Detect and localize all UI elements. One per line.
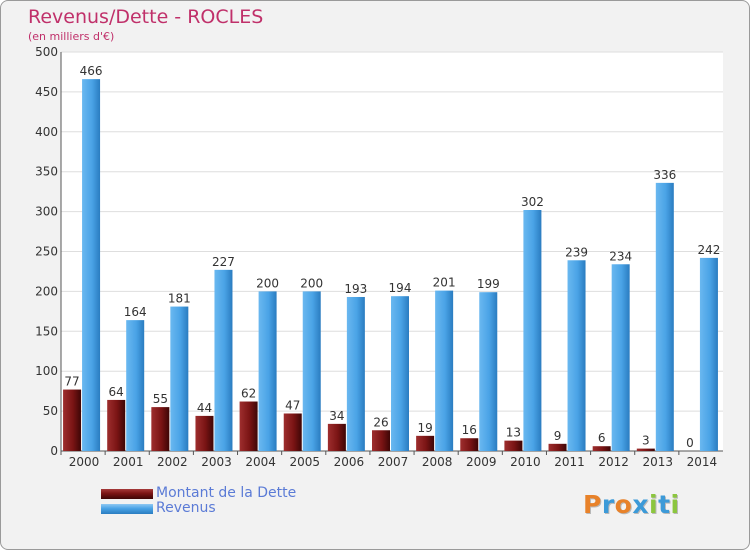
x-tick-label: 2010 bbox=[510, 455, 541, 469]
data-label-revenus: 227 bbox=[212, 255, 235, 269]
data-label-dette: 55 bbox=[153, 392, 168, 406]
data-label-dette: 34 bbox=[329, 409, 344, 423]
bar-revenus bbox=[611, 264, 630, 451]
data-label-revenus: 239 bbox=[565, 245, 588, 259]
data-label-revenus: 199 bbox=[477, 277, 500, 291]
bar-revenus bbox=[214, 269, 233, 451]
bar-dette bbox=[63, 389, 82, 451]
chart-subtitle: (en milliers d'€) bbox=[28, 30, 115, 43]
data-label-revenus: 336 bbox=[653, 168, 676, 182]
y-tick-label: 300 bbox=[35, 205, 58, 219]
data-label-revenus: 302 bbox=[521, 195, 544, 209]
data-label-dette: 9 bbox=[554, 429, 562, 443]
x-tick-label: 2014 bbox=[687, 455, 718, 469]
bar-dette bbox=[460, 438, 479, 451]
bar-revenus bbox=[479, 292, 498, 451]
x-tick-label: 2002 bbox=[157, 455, 188, 469]
bar-revenus bbox=[346, 296, 365, 451]
bar-dette bbox=[548, 443, 567, 451]
data-label-revenus: 194 bbox=[389, 281, 412, 295]
x-tick-label: 2011 bbox=[554, 455, 585, 469]
data-label-revenus: 200 bbox=[256, 276, 279, 290]
x-tick-label: 2009 bbox=[466, 455, 497, 469]
x-tick-label: 2000 bbox=[69, 455, 100, 469]
data-label-dette: 6 bbox=[598, 431, 606, 445]
bar-dette bbox=[636, 448, 655, 451]
x-tick-label: 2004 bbox=[245, 455, 276, 469]
legend-swatch-dette bbox=[101, 489, 153, 499]
data-label-revenus: 201 bbox=[433, 276, 456, 290]
y-tick-label: 200 bbox=[35, 284, 58, 298]
data-label-dette: 26 bbox=[373, 415, 388, 429]
data-label-dette: 77 bbox=[64, 375, 79, 389]
bar-revenus bbox=[655, 182, 674, 451]
data-label-revenus: 242 bbox=[697, 243, 720, 257]
bar-revenus bbox=[391, 296, 409, 451]
bar-revenus bbox=[170, 306, 189, 451]
data-label-dette: 47 bbox=[285, 398, 300, 412]
data-label-dette: 0 bbox=[686, 436, 694, 450]
bar-dette bbox=[416, 435, 435, 451]
y-tick-label: 400 bbox=[35, 125, 58, 139]
data-label-dette: 64 bbox=[109, 385, 124, 399]
bar-dette bbox=[504, 440, 523, 451]
bar-revenus bbox=[258, 291, 277, 451]
data-label-revenus: 466 bbox=[80, 64, 103, 78]
bar-revenus bbox=[699, 257, 718, 451]
bar-revenus bbox=[567, 260, 586, 451]
bar-dette bbox=[283, 413, 302, 451]
y-tick-label: 450 bbox=[35, 85, 58, 99]
bar-dette bbox=[592, 446, 611, 451]
bar-dette bbox=[195, 415, 214, 451]
x-tick-label: 2013 bbox=[643, 455, 674, 469]
chart-title: Revenus/Dette - ROCLES bbox=[28, 6, 264, 28]
bar-dette bbox=[107, 399, 126, 451]
x-tick-label: 2012 bbox=[598, 455, 629, 469]
x-tick-label: 2001 bbox=[113, 455, 144, 469]
bar-revenus bbox=[82, 79, 101, 451]
data-label-dette: 13 bbox=[506, 426, 521, 440]
data-label-dette: 16 bbox=[462, 423, 477, 437]
proxiti-logo: Proxiti bbox=[583, 490, 680, 519]
data-label-dette: 19 bbox=[417, 421, 432, 435]
bar-dette bbox=[327, 423, 346, 451]
bar-dette bbox=[372, 430, 390, 451]
data-label-dette: 62 bbox=[241, 387, 256, 401]
data-label-revenus: 164 bbox=[124, 305, 147, 319]
x-tick-label: 2007 bbox=[378, 455, 409, 469]
x-tick-label: 2008 bbox=[422, 455, 453, 469]
legend-swatch-revenus bbox=[101, 504, 153, 514]
data-label-revenus: 234 bbox=[609, 249, 632, 263]
data-label-dette: 3 bbox=[642, 434, 650, 448]
bar-revenus bbox=[126, 320, 145, 451]
bar-revenus bbox=[302, 291, 321, 451]
x-tick-label: 2005 bbox=[289, 455, 320, 469]
data-label-revenus: 193 bbox=[344, 282, 367, 296]
data-label-dette: 44 bbox=[197, 401, 212, 415]
y-tick-label: 350 bbox=[35, 165, 58, 179]
bar-revenus bbox=[435, 290, 454, 451]
x-tick-label: 2003 bbox=[201, 455, 232, 469]
data-label-revenus: 200 bbox=[300, 276, 323, 290]
legend-label-revenus: Revenus bbox=[156, 500, 216, 516]
data-label-revenus: 181 bbox=[168, 292, 191, 306]
y-tick-label: 150 bbox=[35, 324, 58, 338]
x-tick-label: 2006 bbox=[334, 455, 365, 469]
legend-label-dette: Montant de la Dette bbox=[156, 485, 297, 501]
y-tick-label: 0 bbox=[50, 444, 58, 458]
y-tick-label: 50 bbox=[43, 404, 58, 418]
bar-dette bbox=[151, 407, 170, 451]
bar-dette bbox=[239, 401, 258, 451]
y-tick-label: 500 bbox=[35, 45, 58, 59]
y-tick-label: 250 bbox=[35, 245, 58, 259]
bar-revenus bbox=[523, 210, 542, 451]
y-tick-label: 100 bbox=[35, 364, 58, 378]
